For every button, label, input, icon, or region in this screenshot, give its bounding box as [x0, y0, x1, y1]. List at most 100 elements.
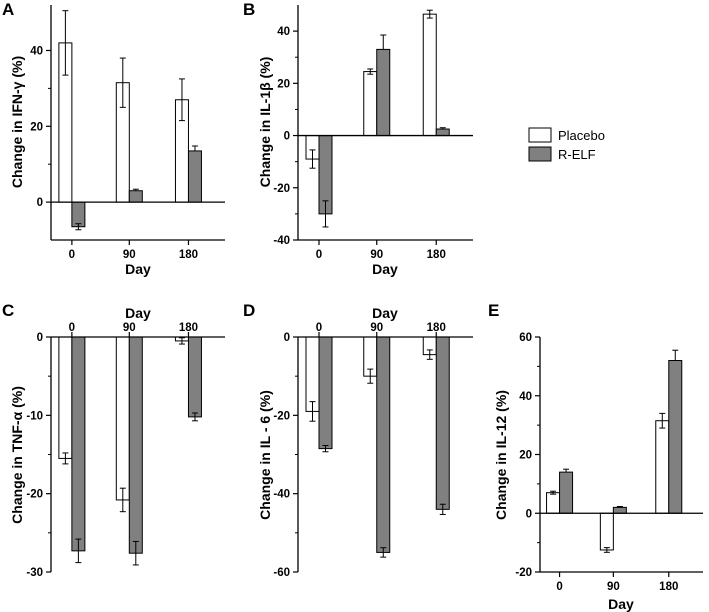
error-bar — [659, 412, 666, 429]
y-tick-label: -10 — [26, 410, 43, 422]
bar-placebo-0 — [546, 492, 561, 514]
x-tick-label: 0 — [69, 322, 75, 334]
error-bar — [563, 468, 570, 473]
x-tick-label: 90 — [123, 322, 136, 334]
y-axis-label: Change in TNF-α (%) — [9, 386, 25, 524]
bar-relf-90 — [376, 336, 391, 553]
bar-placebo-90 — [599, 512, 614, 551]
bar-placebo-180 — [655, 420, 670, 514]
y-tick-label: -30 — [26, 567, 43, 579]
error-bar — [62, 452, 69, 465]
error-bar — [191, 145, 198, 151]
x-tick-label: 180 — [427, 322, 446, 334]
y-tick-label: -20 — [273, 183, 290, 195]
legend-label-relf: R-ELF — [558, 147, 596, 162]
error-bar — [603, 547, 610, 553]
bar-relf-0 — [71, 336, 86, 552]
legend: Placebo R-ELF — [528, 127, 605, 162]
y-tick-label: -20 — [273, 410, 290, 422]
y-tick-label: 0 — [526, 508, 532, 520]
bar-relf-90 — [612, 506, 627, 514]
bar-relf-0 — [559, 471, 574, 514]
error-bar — [367, 368, 374, 384]
x-tick-label: 0 — [316, 322, 322, 334]
error-bar — [322, 444, 329, 453]
x-tick-label: 0 — [316, 249, 322, 261]
error-bar — [62, 10, 69, 76]
legend-swatch-placebo — [528, 127, 552, 143]
x-axis-label: Day — [372, 261, 398, 277]
x-axis-label: Day — [125, 261, 151, 277]
panel-letter: B — [243, 0, 255, 19]
error-bar — [178, 78, 185, 122]
x-tick-label: 90 — [123, 249, 136, 261]
error-bar — [119, 57, 126, 108]
x-tick-label: 180 — [659, 581, 678, 593]
bar-placebo-0 — [305, 336, 320, 412]
y-tick-label: 40 — [277, 26, 290, 38]
error-bar — [426, 349, 433, 360]
error-bar — [380, 34, 387, 50]
error-bar — [309, 401, 316, 422]
y-tick-label: 0 — [284, 332, 290, 344]
x-tick-label: 0 — [556, 581, 562, 593]
error-bar — [616, 505, 623, 508]
x-tick-label: 90 — [370, 322, 383, 334]
x-tick-label: 180 — [427, 249, 446, 261]
bar-relf-90 — [128, 190, 143, 203]
error-bar — [439, 127, 446, 130]
x-tick-label: 180 — [179, 249, 198, 261]
panel-D: D -60 -40 -20 0 0 90 180 Day Change in IL - 6 (%) — [243, 301, 473, 579]
bar-relf-180 — [187, 150, 202, 203]
y-tick-label: -40 — [273, 489, 290, 501]
x-axis-label: Day — [372, 305, 398, 321]
y-tick-label: -20 — [515, 567, 532, 579]
error-bar — [191, 412, 198, 422]
panel-A: A 0 20 40 0 90 180 Day Change in IFN-γ (%) — [2, 0, 225, 277]
bar-relf-180 — [435, 336, 450, 510]
legend-swatch-relf — [528, 146, 552, 162]
panel-C: C -30 -20 -10 0 0 90 180 Day Change in TNF-α (%) — [2, 301, 225, 579]
bar-relf-180 — [435, 128, 450, 137]
bar-relf-180 — [187, 336, 202, 418]
bar-relf-90 — [128, 336, 143, 554]
bar-placebo-0 — [58, 336, 73, 459]
y-tick-label: 0 — [284, 131, 290, 143]
bar-relf-180 — [668, 360, 683, 514]
error-bar — [119, 487, 126, 513]
y-axis-label: Change in IL-12 (%) — [493, 390, 509, 520]
y-tick-label: 20 — [30, 121, 43, 133]
panel-E: E -20 0 20 40 60 0 90 180 Day Change in IL-12 (%) — [488, 301, 703, 612]
legend-label-placebo: Placebo — [558, 128, 605, 143]
error-bar — [132, 540, 139, 566]
error-bar — [426, 9, 433, 19]
error-bar — [550, 490, 557, 495]
y-tick-label: 40 — [519, 391, 532, 403]
bar-relf-0 — [71, 201, 86, 228]
error-bar — [367, 68, 374, 75]
bar-placebo-180 — [422, 13, 437, 137]
error-bar — [132, 188, 139, 191]
y-tick-label: -40 — [273, 235, 290, 247]
bar-relf-90 — [376, 48, 391, 137]
x-tick-label: 0 — [69, 249, 75, 261]
x-tick-label: 90 — [607, 581, 620, 593]
x-tick-label: 90 — [370, 249, 383, 261]
error-bar — [439, 503, 446, 515]
y-axis-label: Change in IL - 6 (%) — [257, 390, 273, 520]
panel-letter: A — [2, 0, 14, 19]
error-bar — [75, 223, 82, 231]
y-tick-label: 20 — [277, 78, 290, 90]
x-axis-label: Day — [608, 596, 634, 612]
x-tick-label: 180 — [179, 322, 198, 334]
error-bar — [178, 337, 185, 345]
y-tick-label: 0 — [37, 332, 43, 344]
x-axis-label: Day — [125, 305, 151, 321]
y-tick-label: -60 — [273, 567, 290, 579]
error-bar — [380, 547, 387, 558]
y-axis-label: Change in IFN-γ (%) — [9, 56, 25, 188]
panel-letter: C — [2, 301, 14, 320]
error-bar — [672, 349, 679, 361]
error-bar — [75, 538, 82, 564]
